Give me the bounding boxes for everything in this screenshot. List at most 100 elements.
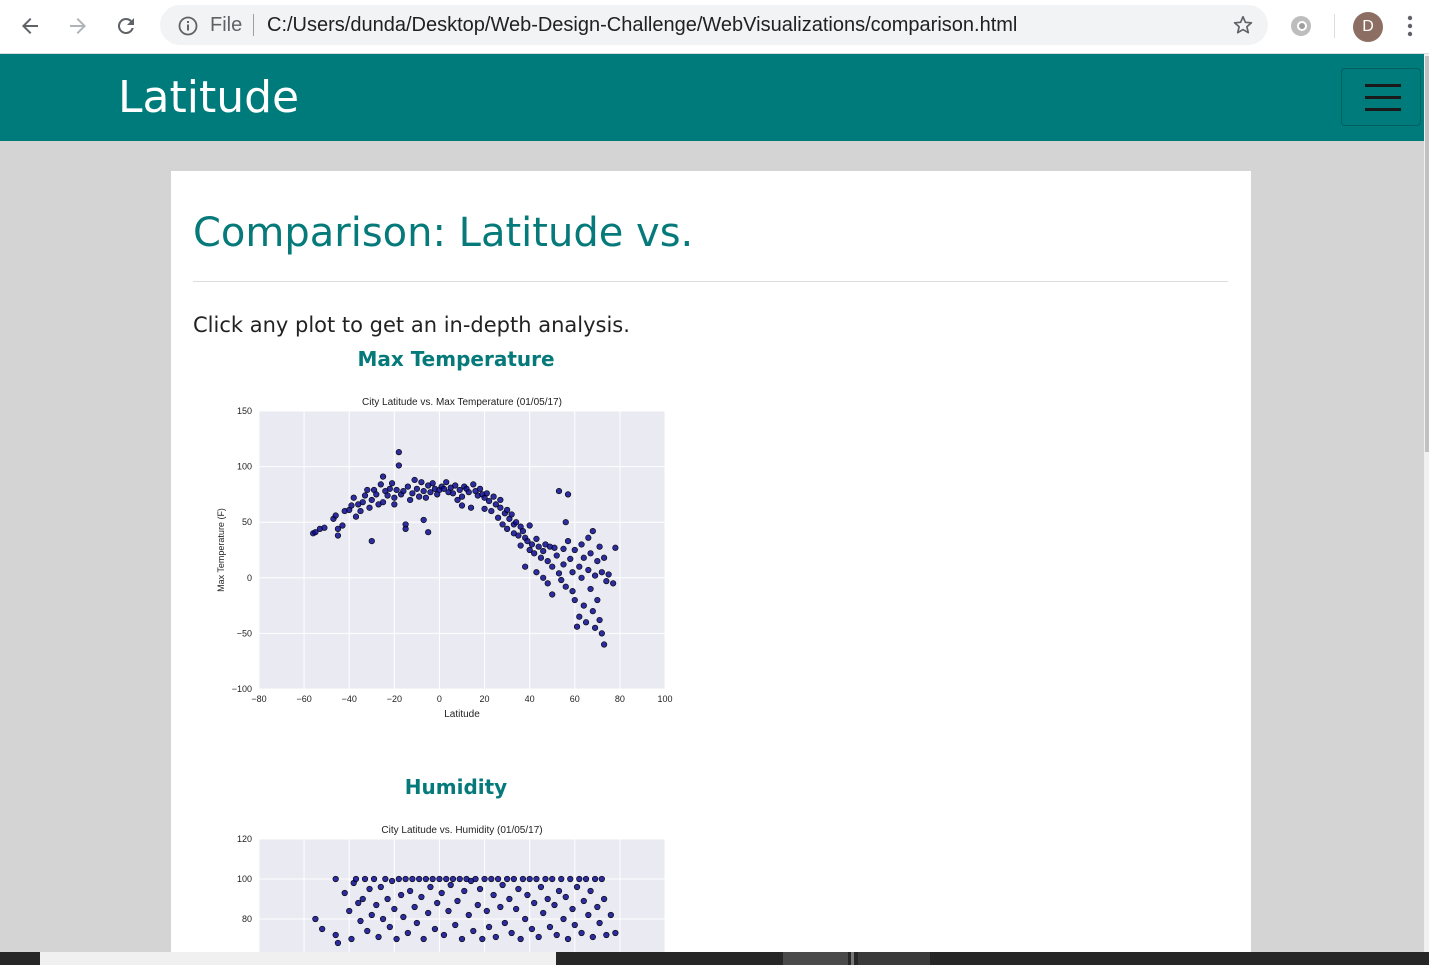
data-point (332, 931, 339, 939)
data-point (456, 486, 463, 494)
data-point (549, 591, 556, 598)
data-point (582, 875, 590, 883)
data-point (488, 507, 495, 515)
data-point (492, 501, 499, 508)
data-point (476, 885, 484, 893)
data-point (373, 901, 380, 909)
data-point (576, 613, 583, 620)
data-point (391, 905, 398, 913)
data-point (422, 494, 430, 501)
data-point (540, 574, 547, 581)
data-point (413, 919, 420, 927)
data-point (420, 516, 427, 524)
data-point (364, 486, 371, 494)
taskbar-button[interactable] (783, 952, 848, 965)
data-point (494, 875, 502, 883)
forward-button[interactable] (64, 12, 92, 40)
data-point (452, 482, 459, 489)
data-point (603, 578, 610, 585)
data-point (370, 875, 378, 883)
data-point (589, 608, 596, 615)
y-tick-label: 120 (237, 834, 252, 844)
data-point (526, 522, 533, 529)
brand-link[interactable]: Latitude (118, 72, 300, 123)
data-point (544, 895, 551, 903)
data-point (573, 623, 581, 630)
data-point (504, 525, 511, 532)
info-icon[interactable] (178, 16, 198, 40)
data-point (578, 541, 585, 548)
data-point (589, 933, 596, 941)
forward-icon (70, 18, 86, 34)
y-tick-label: 50 (242, 517, 252, 527)
star-icon[interactable] (1232, 14, 1254, 40)
taskbar-window-preview[interactable] (40, 952, 556, 965)
page-title: Comparison: Latitude vs. (193, 210, 694, 256)
data-point (395, 462, 402, 469)
data-point (485, 923, 493, 931)
data-point (377, 481, 384, 488)
extension-icon[interactable] (1289, 14, 1313, 42)
navbar-toggle-button[interactable] (1341, 68, 1421, 126)
data-point (537, 554, 545, 561)
data-point (567, 555, 574, 562)
data-point (587, 585, 594, 593)
data-point (542, 875, 549, 883)
data-point (352, 875, 360, 883)
data-point (368, 496, 375, 504)
data-point (348, 935, 355, 943)
data-point (427, 489, 434, 496)
data-point (522, 915, 529, 923)
back-icon (22, 18, 38, 34)
menu-icon[interactable] (1407, 14, 1413, 42)
data-point (379, 473, 387, 480)
y-tick-label: 100 (237, 874, 252, 884)
plot-area (259, 411, 665, 689)
profile-avatar[interactable]: D (1353, 12, 1383, 42)
back-button[interactable] (16, 12, 44, 40)
data-point (585, 534, 592, 541)
reload-button[interactable] (112, 12, 140, 40)
data-point (562, 583, 569, 590)
data-point (470, 927, 477, 935)
data-point (573, 883, 581, 891)
data-point (422, 875, 430, 883)
data-point (393, 486, 400, 494)
address-bar[interactable]: File C:/Users/dunda/Desktop/Web-Design-C… (160, 5, 1268, 45)
x-tick-label: 100 (657, 694, 672, 704)
data-point (400, 913, 407, 921)
data-point (319, 925, 326, 933)
data-point (546, 923, 554, 931)
data-point (513, 905, 520, 913)
x-tick-label: −40 (342, 694, 357, 704)
data-point (571, 546, 578, 554)
x-tick-label: −60 (296, 694, 311, 704)
url-text[interactable]: C:/Users/dunda/Desktop/Web-Design-Challe… (267, 14, 1018, 36)
data-point (485, 497, 493, 505)
hamburger-icon-bar (1365, 84, 1401, 87)
data-point (519, 875, 527, 883)
data-point (357, 507, 364, 515)
data-point (350, 494, 357, 501)
data-point (332, 875, 339, 883)
data-point (416, 493, 423, 500)
data-point (407, 887, 414, 895)
y-tick-label: 0 (247, 573, 252, 583)
data-point (594, 558, 601, 565)
data-point (601, 641, 608, 648)
data-point (591, 875, 599, 883)
plot-heading-humidity: Humidity (404, 775, 508, 799)
humidity-plot[interactable]: 80 100 120 City Latitude vs. Humidity (01/0… (193, 811, 719, 961)
max-temperature-plot[interactable]: −80 −60 −40 −20 0 20 40 60 80 100 −100 −50 0 50 100 150… (193, 383, 719, 723)
data-point (359, 499, 366, 506)
data-point (467, 504, 475, 511)
taskbar-button[interactable] (858, 952, 930, 965)
page-scrollbar[interactable] (1424, 54, 1429, 952)
scrollbar-thumb[interactable] (1425, 56, 1429, 452)
data-point (508, 929, 515, 937)
data-point (465, 489, 472, 496)
data-point (540, 909, 547, 917)
data-point (508, 511, 515, 518)
data-point (528, 541, 536, 548)
plot-heading-max-temperature: Max Temperature (357, 347, 555, 371)
